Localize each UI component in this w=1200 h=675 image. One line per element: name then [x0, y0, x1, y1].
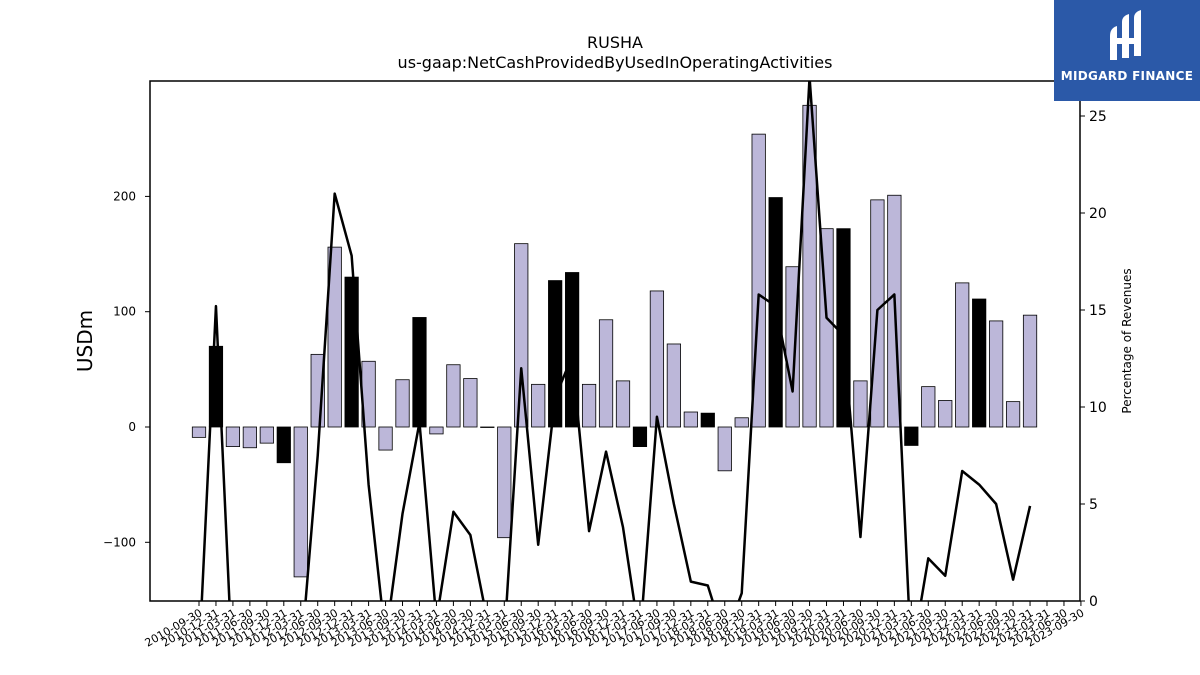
- bar-43: [921, 386, 936, 428]
- y-tick-label-0: −100: [103, 535, 136, 549]
- bar-20: [531, 383, 546, 428]
- y2-tick-label-0: 0: [1089, 594, 1098, 610]
- bar-28: [666, 343, 681, 428]
- bar-44: [938, 400, 953, 428]
- y-tick-label-2: 100: [113, 305, 136, 319]
- y-axis-right: 0 5 10 15 20 25: [1080, 109, 1107, 610]
- line-group: [200, 81, 1032, 601]
- bar-18: [497, 426, 512, 539]
- bar-6: [293, 426, 308, 578]
- bar-48: [1005, 401, 1021, 428]
- bar-16: [463, 378, 478, 428]
- bar-15: [446, 364, 461, 428]
- bar-23: [581, 383, 597, 428]
- bar-14: [429, 426, 444, 435]
- y2-tick-label-1: 5: [1089, 497, 1098, 513]
- bar-27: [649, 290, 665, 428]
- y2-tick-label-4: 20: [1089, 206, 1107, 222]
- bar-32: [734, 417, 749, 428]
- bar-17: [480, 426, 495, 428]
- bar-25: [615, 380, 631, 428]
- plot-frame: [149, 80, 1081, 602]
- bar-24: [598, 319, 614, 428]
- bar-13: [412, 317, 427, 428]
- y-tick-label-1: 0: [128, 420, 136, 434]
- bar-26: [632, 426, 648, 448]
- bars-group: [191, 104, 1038, 578]
- bar-11: [378, 426, 393, 451]
- bar-5: [276, 426, 291, 464]
- logo-text: MIDGARD FINANCE: [1060, 69, 1194, 83]
- bar-9: [344, 276, 359, 428]
- bar-29: [683, 411, 698, 428]
- bar-8: [327, 246, 342, 428]
- bar-3: [242, 426, 257, 449]
- logo-mark-icon: [1110, 10, 1141, 60]
- bar-39: [853, 380, 868, 428]
- chart-subtitle: us-gaap:NetCashProvidedByUsedInOperating…: [398, 53, 833, 72]
- y2-tick-label-2: 10: [1089, 400, 1107, 416]
- bar-30: [700, 412, 715, 428]
- bar-0: [191, 426, 207, 438]
- bar-12: [395, 379, 410, 428]
- y2-axis-label: Percentage of Revenues: [1120, 268, 1134, 413]
- brand-logo: MIDGARD FINANCE: [1054, 0, 1200, 101]
- bar-2: [225, 426, 241, 448]
- y2-tick-label-5: 25: [1089, 109, 1107, 125]
- series-line-pct-revenue: [200, 81, 1032, 601]
- bar-47: [989, 320, 1004, 428]
- bar-49: [1022, 314, 1038, 428]
- y-axis-left: −100 0 100 200: [103, 189, 150, 549]
- x-axis: 2010-09-302010-12-312011-03-312011-06-30…: [143, 601, 1086, 650]
- chart-title: RUSHA: [587, 33, 643, 52]
- bar-31: [717, 426, 732, 472]
- bar-19: [514, 243, 529, 428]
- bar-42: [904, 426, 919, 446]
- y-tick-label-3: 200: [113, 189, 136, 203]
- bar-46: [972, 298, 987, 428]
- y2-tick-label-3: 15: [1089, 303, 1107, 319]
- bar-36: [802, 104, 817, 428]
- y-axis-label: USDm: [73, 310, 97, 372]
- bar-45: [955, 282, 970, 428]
- bar-4: [259, 426, 274, 444]
